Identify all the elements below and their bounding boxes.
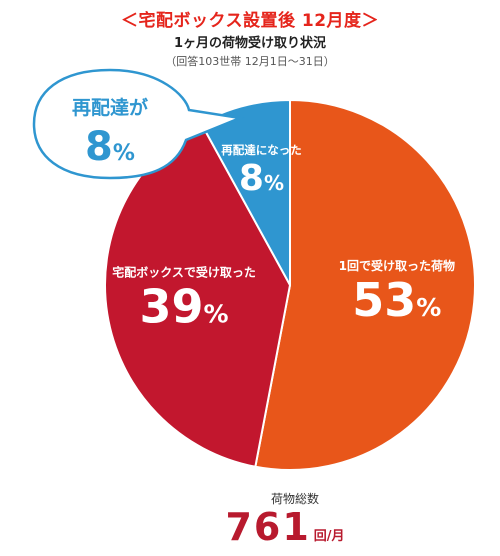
- total-value: 761: [225, 505, 311, 549]
- callout-value-line: 8%: [85, 124, 135, 170]
- callout-text: 再配達が: [72, 96, 148, 119]
- slice-label: 再配達になった: [221, 143, 302, 157]
- slice-value-label: 39%: [139, 279, 228, 333]
- total-label: 荷物総数: [270, 492, 319, 506]
- slice-value-label: 8%: [239, 158, 284, 199]
- total-line: 761 回/月: [0, 505, 500, 549]
- chart-title: ＜宅配ボックス設置後 12月度＞: [120, 11, 380, 31]
- chart-subtitle: 1ヶ月の荷物受け取り状況: [173, 36, 327, 51]
- redelivery-callout: 再配達が 8%: [32, 68, 245, 180]
- slice-first-time: [254, 98, 476, 471]
- callout-value: 8: [85, 124, 113, 170]
- slice-label: 宅配ボックスで受け取った: [112, 264, 256, 279]
- slice-label: 1回で受け取った荷物: [339, 258, 455, 273]
- total-unit: 回/月: [313, 529, 345, 544]
- callout-unit: %: [113, 141, 135, 166]
- respondent-note: （回答103世帯 12月1日〜31日）: [165, 55, 335, 68]
- callout-bubble: [32, 68, 245, 180]
- slice-value-label: 53%: [352, 273, 441, 327]
- pie-slices: [104, 98, 476, 471]
